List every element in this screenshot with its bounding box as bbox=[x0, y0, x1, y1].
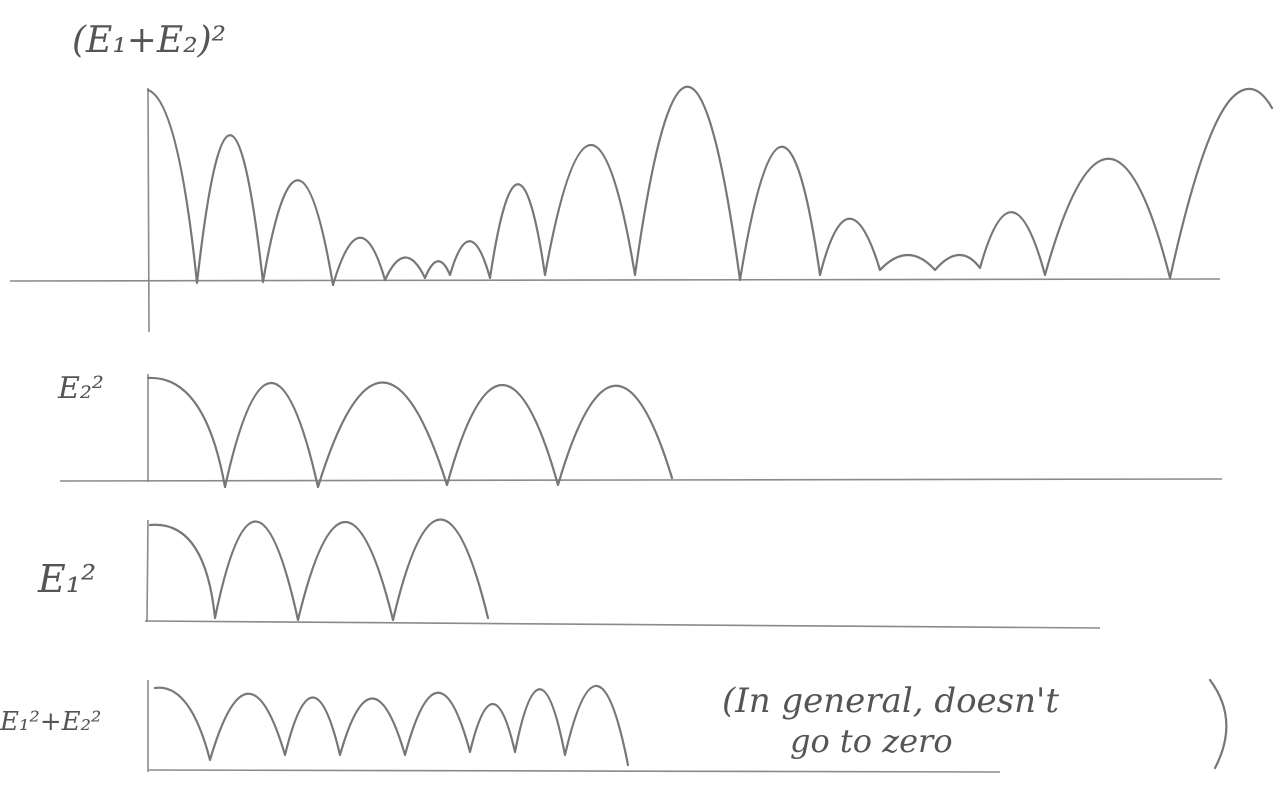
y-axis bbox=[147, 520, 148, 622]
panel-label: E₁² bbox=[37, 557, 96, 601]
x-axis bbox=[60, 479, 1222, 481]
x-axis bbox=[148, 770, 1000, 772]
panel-e2-squared: E₂² bbox=[57, 371, 1222, 487]
annotation-line: (In general, doesn't bbox=[722, 681, 1059, 721]
closing-parenthesis bbox=[1210, 680, 1226, 768]
panel-label: (E₁+E₂)² bbox=[72, 20, 226, 61]
x-axis bbox=[10, 279, 1220, 281]
panel-label: E₁²+E₂² bbox=[0, 707, 101, 737]
x-axis bbox=[145, 621, 1100, 628]
curve bbox=[155, 686, 628, 765]
panel-label: E₂² bbox=[57, 371, 104, 406]
curve bbox=[148, 87, 1272, 285]
sketch: (E₁+E₂)² E₂² E₁² E₁²+E₂² (In general, do… bbox=[0, 0, 1288, 799]
annotation-line: go to zero bbox=[790, 722, 953, 760]
annotation: (In general, doesn't go to zero bbox=[722, 680, 1226, 768]
curve bbox=[150, 519, 488, 620]
curve bbox=[148, 378, 672, 487]
y-axis bbox=[148, 88, 149, 332]
panel-e1-squared: E₁² bbox=[37, 519, 1100, 628]
panel-sum-squared: (E₁+E₂)² bbox=[10, 20, 1272, 332]
